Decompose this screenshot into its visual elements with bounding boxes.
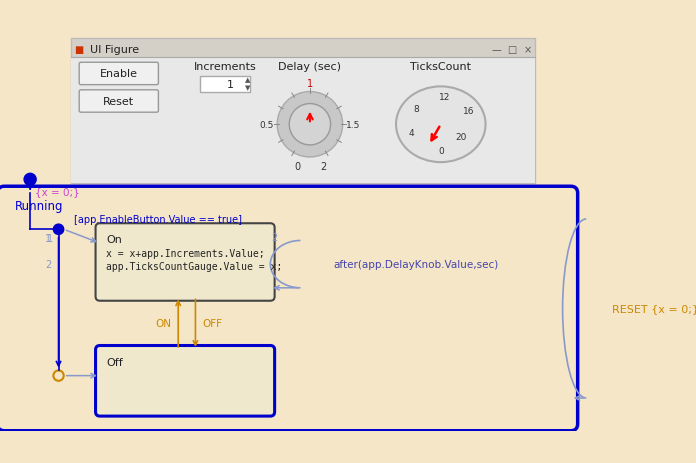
Ellipse shape (396, 87, 486, 163)
FancyBboxPatch shape (95, 224, 275, 301)
Text: Running: Running (15, 199, 63, 212)
FancyBboxPatch shape (79, 63, 159, 86)
Text: Reset: Reset (103, 97, 134, 107)
Text: RESET {x = 0;}: RESET {x = 0;} (612, 304, 696, 314)
Text: 8: 8 (414, 105, 420, 114)
FancyBboxPatch shape (79, 91, 159, 113)
Text: On: On (106, 234, 122, 244)
Text: 1: 1 (227, 80, 235, 90)
Text: 12: 12 (439, 93, 451, 102)
Text: x = x+app.Increments.Value;: x = x+app.Increments.Value; (106, 249, 264, 259)
Text: 1.5: 1.5 (346, 120, 360, 130)
Text: 2: 2 (271, 232, 278, 243)
Text: Increments: Increments (194, 62, 257, 72)
FancyBboxPatch shape (0, 187, 578, 431)
Text: app.TicksCountGauge.Value = x;: app.TicksCountGauge.Value = x; (106, 262, 282, 272)
FancyBboxPatch shape (70, 39, 535, 183)
Text: 20: 20 (456, 132, 467, 142)
Text: [app.EnableButton.Value == true]: [app.EnableButton.Value == true] (74, 214, 242, 225)
Text: 0: 0 (295, 161, 301, 171)
Text: —: — (492, 45, 502, 55)
Text: Off: Off (106, 357, 122, 367)
Circle shape (24, 174, 36, 186)
Text: ■: ■ (74, 45, 83, 55)
Text: {x = 0;}: {x = 0;} (35, 187, 80, 197)
FancyBboxPatch shape (200, 77, 250, 92)
Text: 4: 4 (409, 129, 414, 138)
Text: ×: × (523, 45, 532, 55)
Text: Delay (sec): Delay (sec) (278, 62, 342, 72)
Text: 0.5: 0.5 (260, 120, 274, 130)
Circle shape (54, 371, 64, 381)
Circle shape (290, 104, 331, 145)
Text: 2: 2 (45, 259, 52, 269)
Text: ▼: ▼ (245, 85, 251, 91)
Circle shape (277, 92, 342, 157)
Circle shape (54, 225, 64, 235)
Text: 1: 1 (47, 233, 53, 244)
Text: ON: ON (155, 319, 171, 328)
Text: 0: 0 (438, 146, 443, 155)
Text: 2: 2 (321, 161, 327, 171)
Text: after(app.DelayKnob.Value,sec): after(app.DelayKnob.Value,sec) (333, 260, 498, 269)
Text: Enable: Enable (100, 69, 138, 79)
Text: ▲: ▲ (245, 77, 251, 83)
Text: 1: 1 (45, 233, 52, 244)
Text: 1: 1 (307, 79, 313, 89)
Text: UI Figure: UI Figure (90, 45, 139, 55)
Text: □: □ (507, 45, 517, 55)
Text: 16: 16 (463, 107, 474, 116)
FancyBboxPatch shape (70, 58, 535, 183)
Text: OFF: OFF (203, 319, 222, 328)
Text: TicksCount: TicksCount (410, 62, 471, 72)
FancyBboxPatch shape (95, 346, 275, 416)
